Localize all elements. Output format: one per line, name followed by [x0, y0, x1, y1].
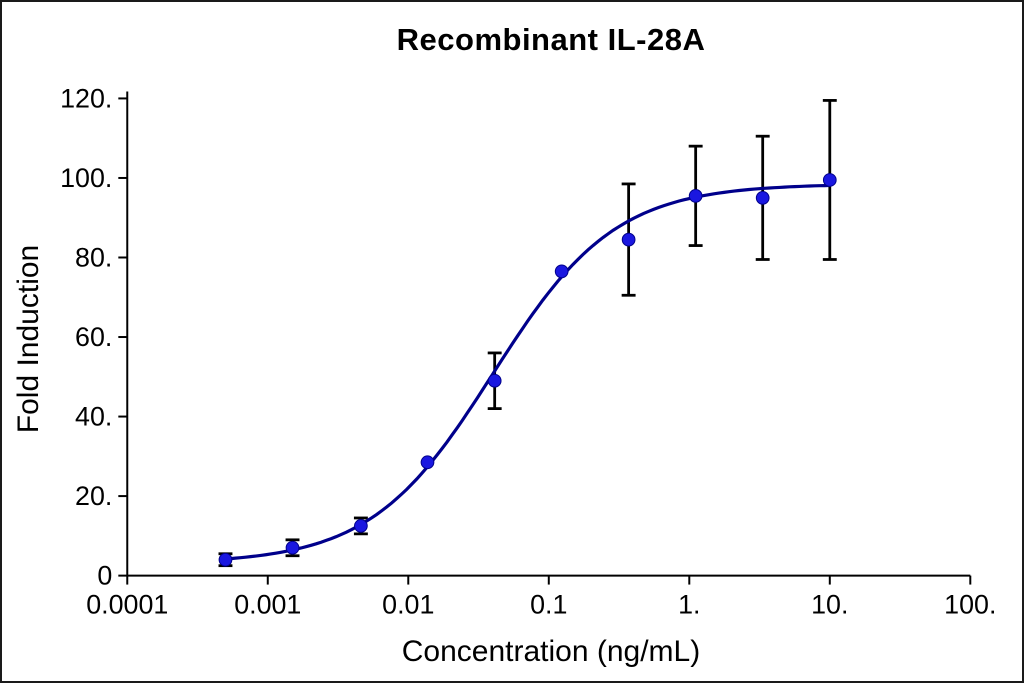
- data-point-marker: [420, 455, 435, 470]
- data-point-marker: [218, 552, 233, 567]
- data-point-marker: [621, 232, 636, 247]
- data-point-marker: [755, 190, 770, 205]
- x-tick-label: 0.001: [234, 589, 301, 619]
- y-tick-label: 120.: [60, 83, 112, 113]
- x-tick-label: 0.0001: [86, 589, 168, 619]
- y-tick-label: 60.: [75, 322, 112, 352]
- y-axis-title: Fold Induction: [12, 244, 45, 434]
- x-tick-label: 10.: [811, 589, 848, 619]
- x-tick-label: 100.: [944, 589, 996, 619]
- y-tick-label: 80.: [75, 242, 112, 272]
- data-point-marker: [822, 173, 837, 187]
- data-point-marker: [285, 540, 300, 555]
- x-tick-label: 0.1: [530, 589, 567, 619]
- fit-curve: [223, 183, 832, 561]
- data-point-marker: [487, 373, 502, 388]
- y-tick-label: 100.: [60, 163, 112, 193]
- data-point-marker: [688, 188, 703, 203]
- y-tick-label: 0: [97, 561, 112, 591]
- chart-title: Recombinant IL-28A: [396, 22, 706, 57]
- x-tick-label: 1.: [678, 589, 700, 619]
- x-axis-title: Concentration (ng/mL): [401, 635, 701, 668]
- data-point-marker: [354, 519, 368, 533]
- y-tick-label: 20.: [75, 481, 112, 511]
- y-tick-label: 40.: [75, 402, 112, 432]
- data-point-marker: [554, 264, 569, 279]
- x-tick-label: 0.01: [382, 589, 434, 619]
